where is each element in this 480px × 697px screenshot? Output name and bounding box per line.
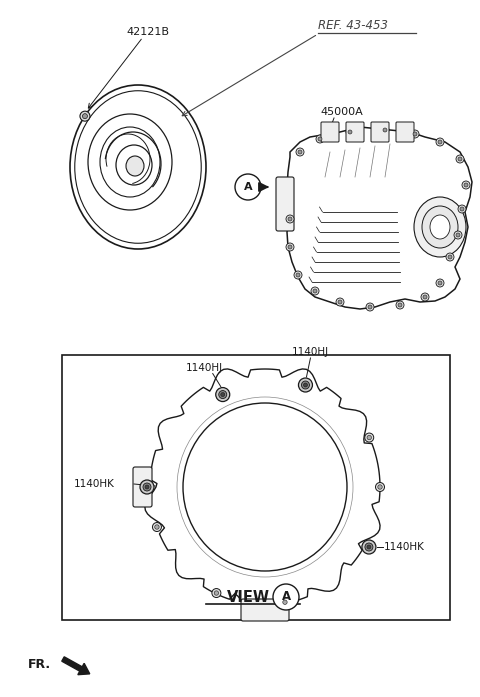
Circle shape <box>318 137 322 141</box>
Circle shape <box>458 157 462 161</box>
Circle shape <box>140 480 154 494</box>
Text: 42121B: 42121B <box>127 27 169 37</box>
Circle shape <box>336 298 344 306</box>
Circle shape <box>153 523 161 532</box>
Circle shape <box>454 231 462 239</box>
Circle shape <box>464 183 468 187</box>
Text: 1140HJ: 1140HJ <box>292 347 329 357</box>
Circle shape <box>288 217 292 221</box>
FancyBboxPatch shape <box>371 122 389 142</box>
Circle shape <box>214 591 218 595</box>
Circle shape <box>348 130 352 134</box>
Circle shape <box>448 255 452 259</box>
Circle shape <box>296 148 304 156</box>
Text: REF. 43-453: REF. 43-453 <box>318 19 388 32</box>
Circle shape <box>365 433 374 442</box>
Circle shape <box>456 233 460 237</box>
Ellipse shape <box>422 206 458 248</box>
Circle shape <box>235 174 261 200</box>
Circle shape <box>273 584 299 610</box>
Circle shape <box>346 128 354 136</box>
Circle shape <box>313 289 317 293</box>
Circle shape <box>421 293 429 301</box>
Circle shape <box>375 482 384 491</box>
Circle shape <box>145 485 149 489</box>
Circle shape <box>438 140 442 144</box>
Circle shape <box>413 132 417 136</box>
Circle shape <box>367 436 372 440</box>
Circle shape <box>83 114 87 118</box>
Circle shape <box>366 303 374 311</box>
Text: 1140HJ: 1140HJ <box>186 362 223 373</box>
FancyBboxPatch shape <box>396 122 414 142</box>
Text: 1140HK: 1140HK <box>384 542 425 552</box>
Circle shape <box>294 271 302 279</box>
Circle shape <box>367 545 371 549</box>
Circle shape <box>216 388 230 401</box>
Circle shape <box>298 150 302 154</box>
Circle shape <box>286 215 294 223</box>
Circle shape <box>423 295 427 299</box>
Circle shape <box>219 390 227 399</box>
Circle shape <box>288 245 292 249</box>
Circle shape <box>296 273 300 277</box>
Bar <box>62 355 450 620</box>
Circle shape <box>283 600 287 604</box>
Text: A: A <box>244 182 252 192</box>
Circle shape <box>311 287 319 295</box>
Circle shape <box>303 383 308 387</box>
Circle shape <box>383 128 387 132</box>
Circle shape <box>458 205 466 213</box>
Circle shape <box>155 525 159 529</box>
Circle shape <box>378 485 382 489</box>
Circle shape <box>362 540 376 554</box>
Circle shape <box>436 138 444 146</box>
Circle shape <box>301 381 310 389</box>
Circle shape <box>286 243 294 251</box>
Circle shape <box>438 281 442 285</box>
FancyArrow shape <box>62 657 90 675</box>
FancyBboxPatch shape <box>276 177 294 231</box>
FancyBboxPatch shape <box>241 599 289 621</box>
PathPatch shape <box>286 127 472 309</box>
FancyBboxPatch shape <box>133 467 152 507</box>
Circle shape <box>212 588 221 597</box>
Ellipse shape <box>126 156 144 176</box>
Text: A: A <box>281 590 290 604</box>
Circle shape <box>396 301 404 309</box>
Circle shape <box>316 135 324 143</box>
FancyBboxPatch shape <box>321 122 339 142</box>
Ellipse shape <box>75 93 197 240</box>
Text: FR.: FR. <box>28 659 51 671</box>
Circle shape <box>368 305 372 309</box>
Circle shape <box>338 300 342 304</box>
Circle shape <box>446 253 454 261</box>
Circle shape <box>456 155 464 163</box>
Text: VIEW: VIEW <box>227 590 269 604</box>
Ellipse shape <box>414 197 466 257</box>
Circle shape <box>280 598 289 606</box>
Circle shape <box>80 111 90 121</box>
Text: 45000A: 45000A <box>320 107 363 117</box>
Circle shape <box>221 392 225 397</box>
FancyBboxPatch shape <box>346 122 364 142</box>
Circle shape <box>299 378 312 392</box>
Circle shape <box>460 207 464 211</box>
Circle shape <box>398 303 402 307</box>
Circle shape <box>462 181 470 189</box>
Circle shape <box>436 279 444 287</box>
Circle shape <box>411 130 419 138</box>
Ellipse shape <box>430 215 450 239</box>
Circle shape <box>143 483 151 491</box>
Circle shape <box>381 126 389 134</box>
Circle shape <box>365 543 373 551</box>
Text: 1140HK: 1140HK <box>74 479 115 489</box>
